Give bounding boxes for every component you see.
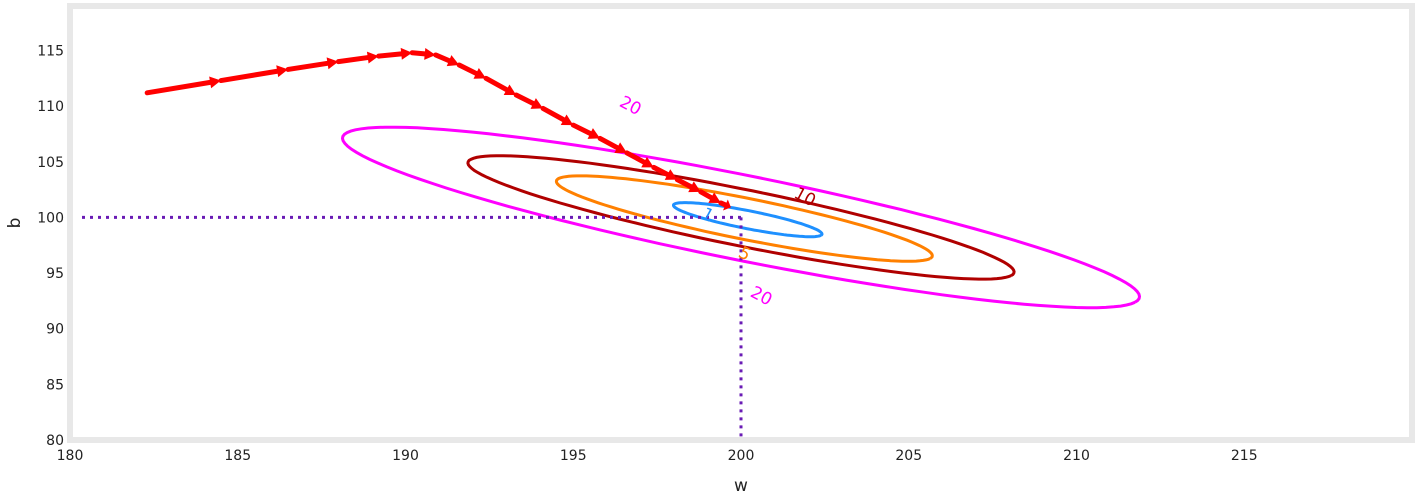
gradient-step-arrowhead: [530, 98, 544, 109]
x-tick-label-200: 200: [728, 448, 755, 464]
contours-layer: [340, 125, 1142, 310]
x-tick-label-190: 190: [392, 448, 419, 464]
gradient-step-shaft: [456, 62, 479, 76]
gradient-step-16: [698, 189, 721, 203]
contour-line-5: [554, 174, 934, 263]
x-tick-label-195: 195: [560, 448, 587, 464]
gradient-step-13: [624, 150, 654, 168]
gradient-step-12: [597, 135, 627, 153]
gradient-step-14: [651, 164, 678, 180]
gradient-step-shaft: [285, 60, 331, 72]
gradient-step-arrowhead: [688, 181, 701, 193]
gradient-step-shaft: [483, 75, 510, 93]
gradient-step-7: [456, 62, 487, 79]
y-tick-label-110: 110: [37, 99, 64, 115]
gradient-step-arrowhead: [366, 51, 379, 64]
y-tick-label-105: 105: [37, 155, 64, 171]
y-tick-label-85: 85: [46, 377, 64, 393]
gradient-step-arrowhead: [664, 169, 678, 180]
gradient-step-shaft: [597, 135, 620, 151]
gradient-step-arrowhead: [560, 114, 574, 126]
x-tick-label-185: 185: [224, 448, 251, 464]
gradient-step-arrowhead: [276, 65, 289, 78]
gradient-step-arrowhead: [587, 128, 601, 139]
gradient-step-arrowhead: [614, 142, 627, 153]
gradient-step-11: [570, 122, 601, 139]
gradient-step-shaft: [698, 189, 714, 201]
gradient-step-0: [144, 76, 221, 96]
gradient-step-shaft: [674, 177, 694, 190]
gradient-step-3: [335, 51, 379, 65]
gradient-step-9: [513, 92, 544, 109]
gradient-step-arrowhead: [209, 76, 221, 89]
gradient-step-shaft: [624, 150, 647, 165]
gradient-step-2: [285, 57, 339, 72]
gradient-step-shaft: [433, 52, 452, 64]
gradient-step-1: [218, 65, 289, 84]
gradient-step-arrowhead: [722, 199, 731, 211]
gradient-step-shaft: [570, 122, 593, 137]
plot-area: [67, 3, 1415, 443]
x-axis-label: w: [734, 476, 748, 494]
x-tick-label-205: 205: [895, 448, 922, 464]
x-tick-label-180: 180: [57, 448, 84, 464]
gradient-step-5: [409, 47, 436, 60]
y-tick-label-80: 80: [46, 433, 64, 449]
y-tick-label-100: 100: [37, 210, 64, 226]
gradient-step-4: [376, 47, 413, 60]
x-tick-label-210: 210: [1063, 448, 1090, 464]
gradient-step-15: [674, 177, 701, 193]
contour-line-20: [340, 125, 1142, 310]
gradient-step-shaft: [513, 92, 536, 106]
minimum-marker-lines: [82, 215, 743, 440]
contour-line-10: [466, 154, 1016, 281]
gradient-step-arrowhead: [446, 55, 460, 67]
gradient-step-shaft: [376, 51, 404, 59]
y-tick-label-115: 115: [37, 44, 64, 60]
gradient-step-10: [540, 105, 574, 126]
x-tick-label-215: 215: [1231, 448, 1258, 464]
gradient-step-shaft: [335, 55, 371, 65]
gradient-step-arrowhead: [641, 156, 654, 168]
gradient-step-arrowhead: [503, 84, 517, 96]
gradient-step-shaft: [651, 164, 671, 178]
gradient-step-arrowhead: [473, 68, 487, 79]
x-ticks-layer: 180 185 190 195 200 205 210 215: [57, 448, 1258, 464]
gradient-step-shaft: [409, 50, 428, 57]
gradient-step-shaft: [144, 79, 213, 96]
gradient-path-layer: [144, 47, 731, 211]
gradient-step-shaft: [218, 68, 280, 84]
gradient-step-arrowhead: [708, 192, 721, 203]
contour-line-1: [672, 201, 824, 239]
y-tick-label-90: 90: [46, 322, 64, 338]
gradient-step-arrowhead: [400, 47, 413, 60]
gradient-step-arrowhead: [424, 47, 436, 60]
gradient-step-shaft: [540, 105, 567, 123]
gradient-step-8: [483, 75, 517, 96]
y-axis-label: b: [5, 218, 25, 229]
y-ticks-layer: 80 85 90 95 100 105 110 115: [37, 44, 64, 449]
y-tick-label-95: 95: [46, 266, 64, 282]
gradient-step-shaft: [718, 200, 728, 208]
gradient-step-6: [433, 52, 460, 67]
gradient-step-17: [718, 199, 731, 211]
gradient-step-arrowhead: [326, 57, 339, 70]
